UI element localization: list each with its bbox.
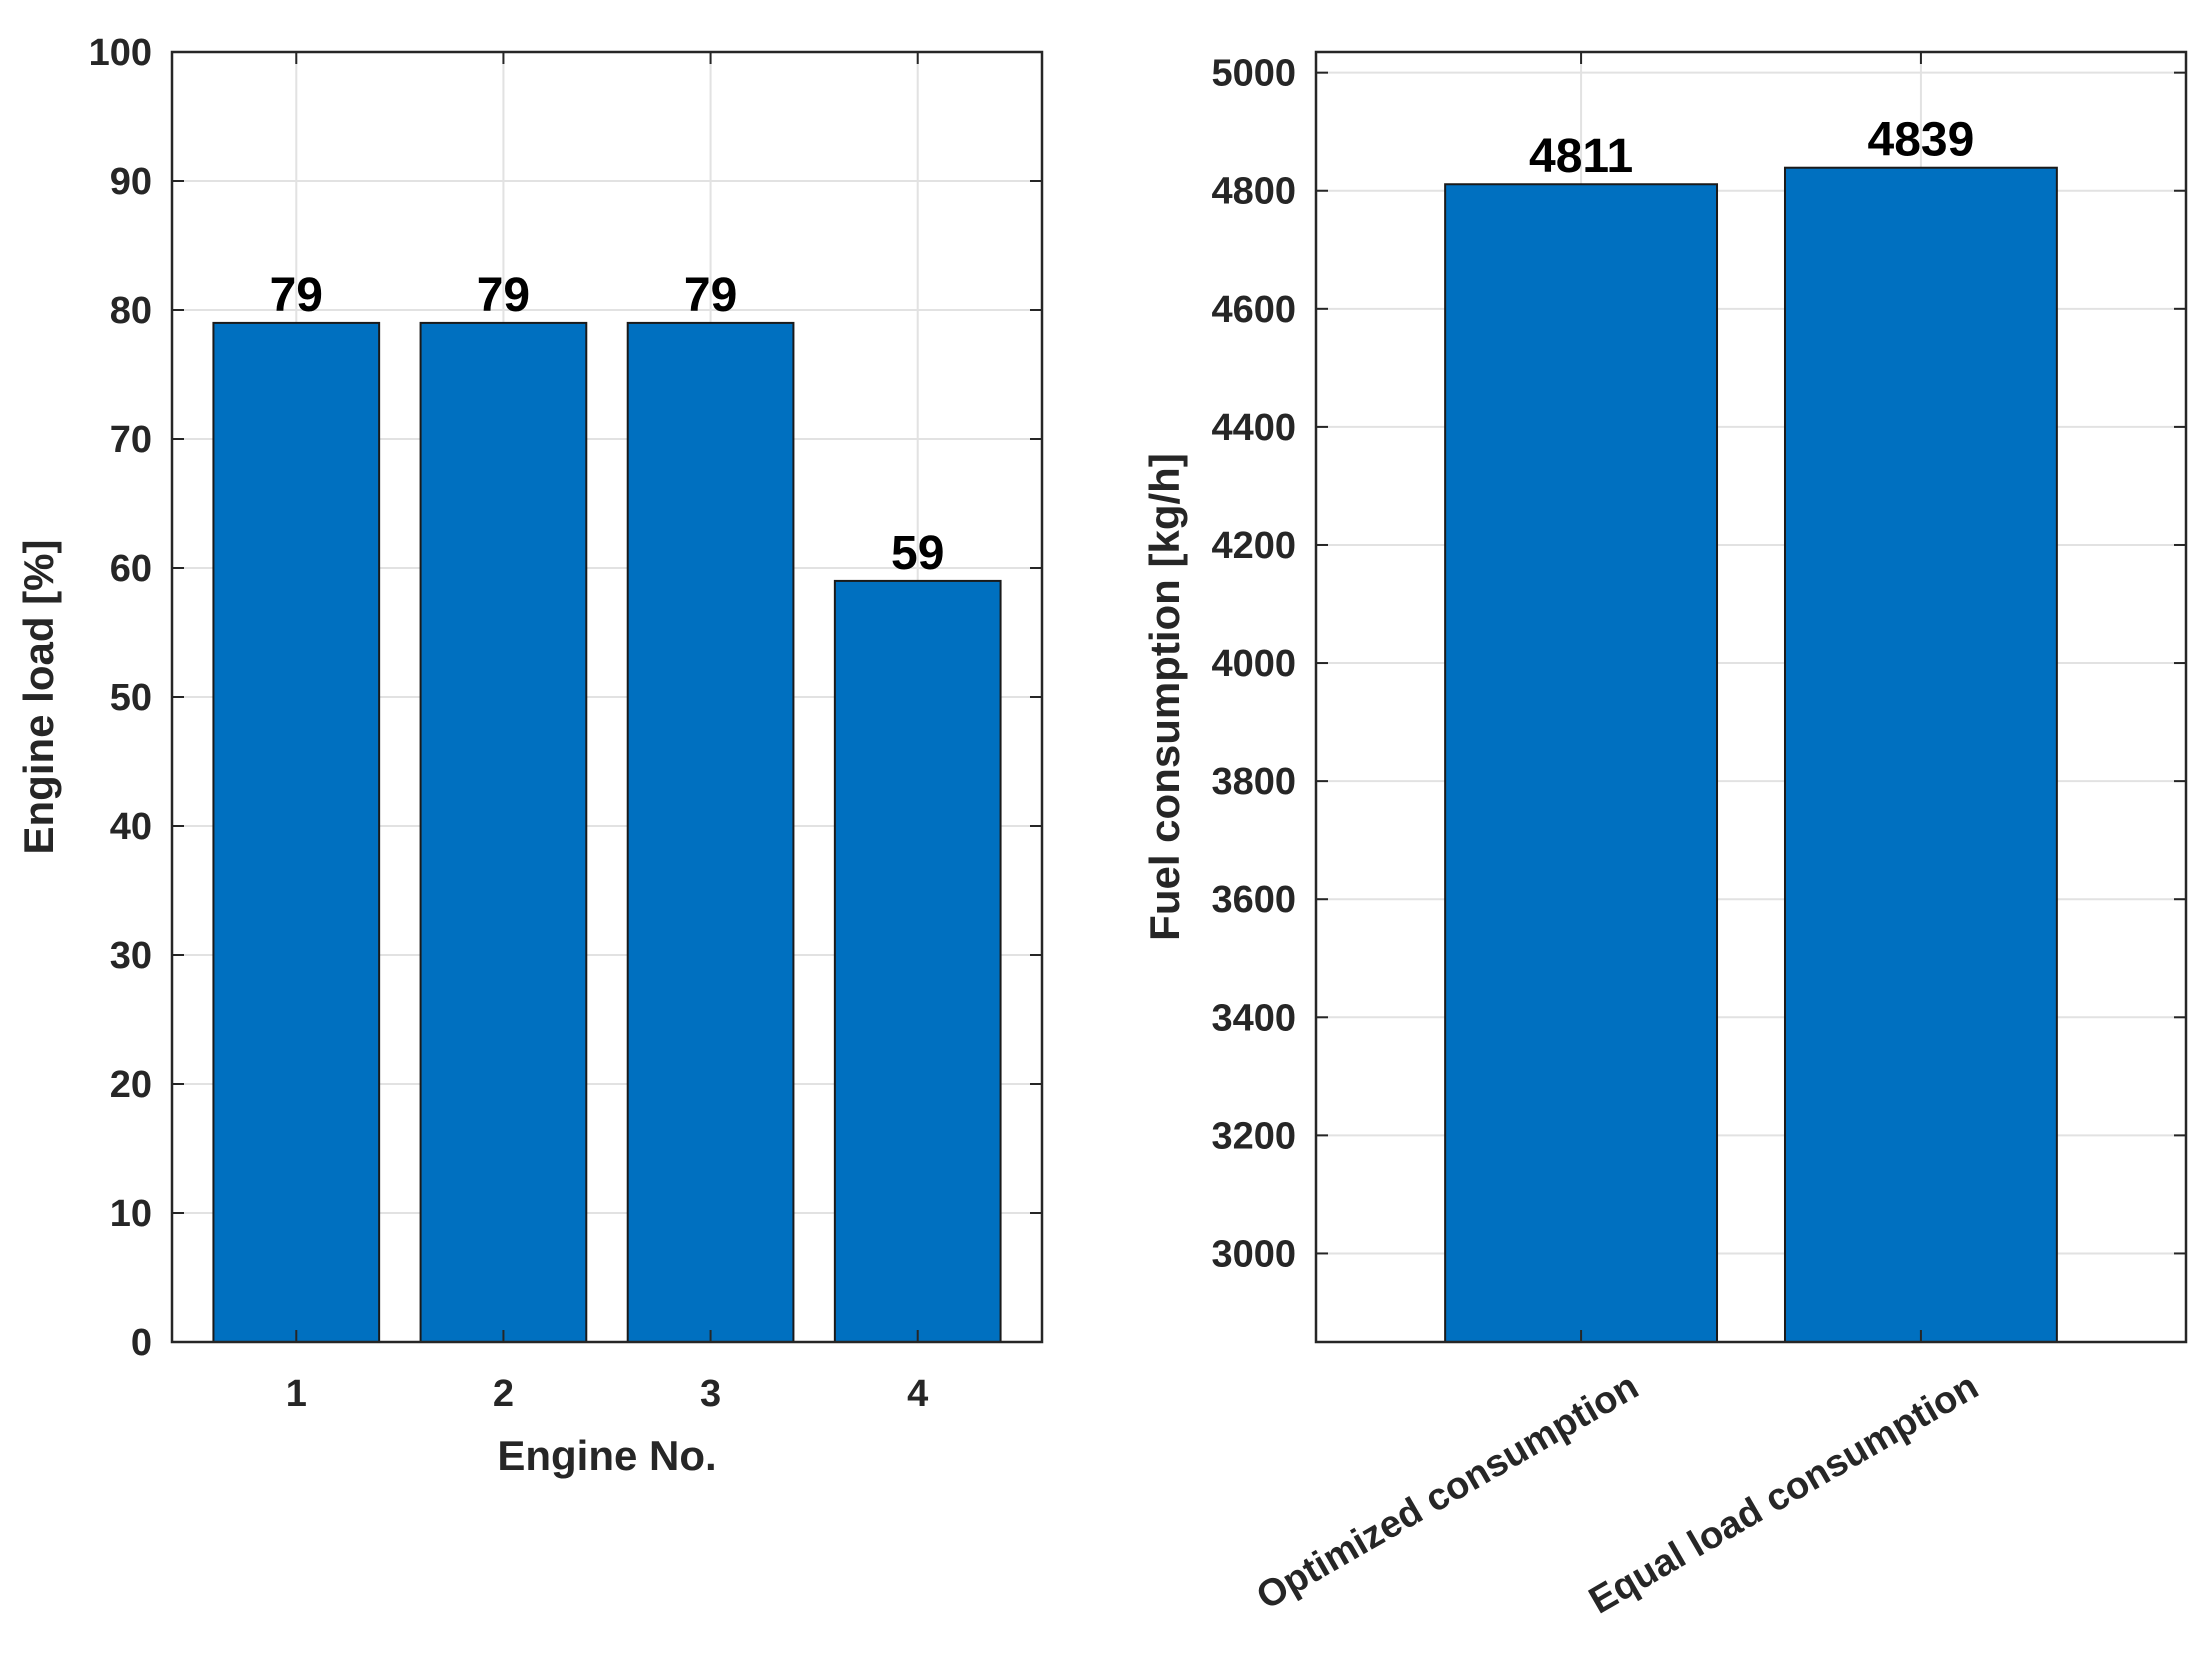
bar-fuel-2 — [1783, 166, 2058, 1344]
x-tick-label: Optimized consumption — [1250, 1365, 1646, 1618]
bar-engine-2 — [419, 321, 588, 1343]
y-tick-label: 20 — [110, 1064, 152, 1106]
data-label-fuel-2: 4839 — [1868, 114, 1975, 167]
y-tick-label: 30 — [110, 935, 152, 977]
y-tick-label: 4000 — [1211, 643, 1296, 685]
x-tick-label: 1 — [286, 1373, 307, 1415]
bar-engine-3 — [626, 321, 795, 1343]
y-tick-label: 4800 — [1211, 171, 1296, 213]
y-tick-label: 90 — [110, 161, 152, 203]
y-axis-label: Fuel consumption [kg/h] — [1141, 453, 1188, 941]
engine-load-chart: 79 79 79 59 0 10 20 30 40 50 60 70 80 90 100 1 2 3 4 Engine… — [15, 32, 1044, 1479]
data-label-engine-3: 79 — [684, 269, 737, 322]
y-tick-label: 4600 — [1211, 289, 1296, 331]
y-tick-label: 0 — [131, 1322, 152, 1364]
x-tick-label: 3 — [700, 1373, 721, 1415]
y-tick-label: 100 — [89, 32, 152, 74]
y-axis-label: Engine load [%] — [15, 540, 62, 855]
y-tick-label: 3200 — [1211, 1115, 1296, 1157]
x-tick-label: Equal load consumption — [1582, 1365, 1985, 1622]
y-tick-label: 4400 — [1211, 407, 1296, 449]
data-label-engine-4: 59 — [891, 527, 944, 580]
y-tick-label: 60 — [110, 548, 152, 590]
data-label-fuel-1: 4811 — [1529, 130, 1633, 183]
y-tick-label: 3000 — [1211, 1233, 1296, 1275]
y-tick-label: 4200 — [1211, 525, 1296, 567]
y-tick-label: 10 — [110, 1193, 152, 1235]
x-axis-label: Engine No. — [497, 1432, 716, 1479]
axes-box — [1314, 50, 2188, 1344]
x-tick-label: 4 — [907, 1373, 928, 1415]
data-label-engine-2: 79 — [477, 269, 530, 322]
fuel-consumption-chart: 4811 4839 3000 3200 3400 3600 3800 4000 4200 4400… — [1141, 50, 2188, 1622]
y-tick-label: 3400 — [1211, 997, 1296, 1039]
x-tick-label: 2 — [493, 1373, 514, 1415]
y-tick-label: 80 — [110, 290, 152, 332]
y-tick-label: 70 — [110, 419, 152, 461]
bar-engine-4 — [833, 579, 1002, 1343]
data-label-engine-1: 79 — [270, 269, 323, 322]
bar-fuel-1 — [1444, 183, 1719, 1343]
y-tick-label: 50 — [110, 677, 152, 719]
y-tick-label: 5000 — [1211, 53, 1296, 95]
bar-engine-1 — [212, 321, 381, 1343]
y-tick-label: 3600 — [1211, 879, 1296, 921]
y-tick-label: 3800 — [1211, 761, 1296, 803]
y-tick-label: 40 — [110, 806, 152, 848]
